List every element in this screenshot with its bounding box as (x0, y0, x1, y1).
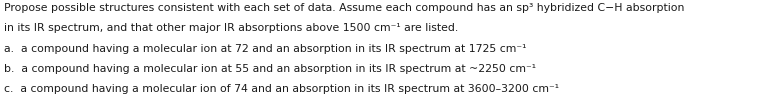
Text: a.  a compound having a molecular ion at 72 and an absorption in its IR spectrum: a. a compound having a molecular ion at … (4, 44, 527, 54)
Text: in its IR spectrum, and that other major IR absorptions above 1500 cm⁻¹ are list: in its IR spectrum, and that other major… (4, 23, 458, 33)
Text: Propose possible structures consistent with each set of data. Assume each compou: Propose possible structures consistent w… (4, 3, 684, 13)
Text: b.  a compound having a molecular ion at 55 and an absorption in its IR spectrum: b. a compound having a molecular ion at … (4, 64, 536, 74)
Text: c.  a compound having a molecular ion of 74 and an absorption in its IR spectrum: c. a compound having a molecular ion of … (4, 84, 559, 94)
